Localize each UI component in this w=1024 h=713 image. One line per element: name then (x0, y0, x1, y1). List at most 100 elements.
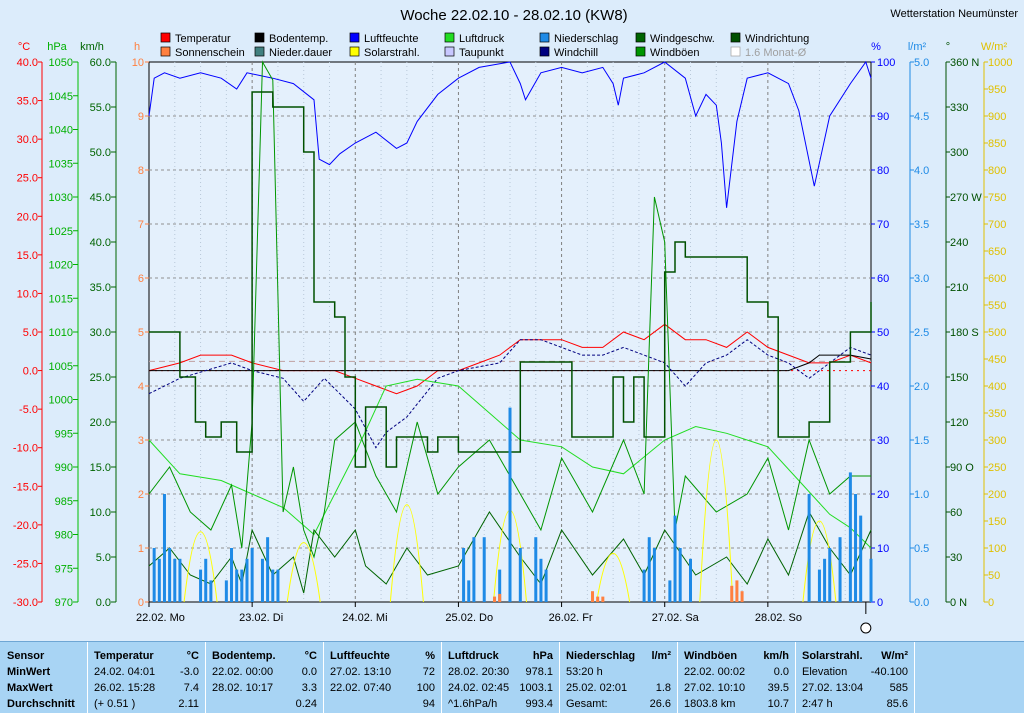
sonnenschein-bar (730, 585, 734, 602)
stats-cell-label: 24.02. 04:01 (94, 666, 156, 678)
niederschlag-bar (168, 548, 172, 602)
stats-cell-value: 0.0 (301, 666, 317, 678)
niederschlag-bar (230, 548, 234, 602)
niederschlag-bar (678, 548, 682, 602)
niederschlag-bar (817, 569, 821, 602)
axis-tick-label: 1050 (49, 57, 73, 69)
stats-column-unit: % (425, 650, 435, 662)
axis-tick-label: 360 N (950, 57, 979, 69)
station-name: Wetterstation Neumünster (890, 8, 1018, 20)
direction-axis-unit: ° (946, 41, 950, 53)
stats-column-bodentemp-: Bodentemp. °C 22.02. 00:00 0.0 28.02. 10:17 3… (206, 642, 324, 713)
axis-tick-label: 50.0 (90, 147, 111, 159)
stats-cell-value: 72 (422, 666, 435, 678)
stats-cell-value: 2.11 (178, 698, 199, 710)
niederschlag-bar (472, 537, 476, 602)
axis-tick-label: 350 (988, 408, 1006, 420)
legend-swatch (635, 46, 646, 57)
stats-cell-label: 25.02. 02:01 (566, 682, 628, 694)
legend-label: Luftdruck (459, 33, 505, 45)
axis-tick-label: 5.0 (23, 327, 38, 339)
legend-label: Solarstrahl. (364, 47, 420, 59)
x-tick-label: 27.02. Sa (652, 612, 700, 624)
axis-tick-label: 980 (55, 530, 73, 542)
niederschlag-bar (689, 558, 692, 602)
stats-column-unit: W/m² (881, 650, 908, 662)
stats-column-temperatur: Temperatur °C 24.02. 04:01 -3.0 26.02. 15:28… (88, 642, 206, 713)
axis-tick-label: 90 O (950, 462, 974, 474)
axis-tick-label: 2.0 (914, 381, 929, 393)
legend-swatch (539, 46, 550, 57)
stats-column-luftfeuchte: Luftfeuchte% 27.02. 13:10 72 22.02. 07:40 10… (324, 642, 442, 713)
axis-tick-label: 1005 (49, 361, 73, 373)
x-tick-label: 23.02. Di (239, 612, 283, 624)
niederschlag-bar (647, 537, 651, 602)
stats-column-title: Temperatur (94, 650, 154, 662)
niederschlag-bar (668, 580, 672, 602)
stats-cell-label: 22.02. 00:02 (684, 666, 746, 678)
axis-tick-label: 80 (877, 165, 889, 177)
solarstrahl--curve (699, 439, 734, 603)
axis-tick-label: 1 (138, 543, 144, 555)
niederschlag-bar (498, 569, 502, 602)
niederschlag-bar (482, 537, 486, 602)
stats-panel: Sensor MinWert MaxWert Durchschnitt Temp… (0, 641, 1024, 713)
stats-cell-label: 27.02. 13:10 (330, 666, 392, 678)
x-tick-label: 22.02. Mo (136, 612, 185, 624)
legend-label: Sonnenschein (175, 47, 245, 59)
axis-tick-label: 8 (138, 165, 144, 177)
axis-tick-label: 5 (138, 327, 144, 339)
niederschlag-bar (235, 569, 239, 602)
axis-tick-label: 1020 (49, 260, 73, 272)
niederschlag-bar (240, 569, 244, 602)
legend-swatch (730, 46, 741, 57)
axis-tick-label: 35.0 (90, 282, 111, 294)
niederschlag-bar (467, 580, 471, 602)
solarstrahl--curve (389, 504, 424, 603)
stats-cell-label: 22.02. 00:00 (212, 666, 274, 678)
hours-axis-unit: h (134, 41, 140, 53)
stats-column-niederschlag: Niederschlag l/m² 53:20 h 25.02. 02:01 1.8 Ge… (560, 642, 678, 713)
sonnenschein-bar (735, 580, 739, 602)
axis-tick-label: -20.0 (13, 520, 38, 532)
solar-axis-unit: W/m² (981, 41, 1008, 53)
axis-tick-label: 5.0 (914, 57, 929, 69)
durchschnitt-label: Durchschnitt (7, 698, 75, 710)
legend-label: Niederschlag (554, 33, 618, 45)
axis-tick-label: 20.0 (90, 417, 111, 429)
legend-swatch (444, 32, 455, 43)
axis-tick-label: -5.0 (19, 404, 38, 416)
axis-tick-label: 9 (138, 111, 144, 123)
axis-tick-label: 550 (988, 300, 1006, 312)
stats-column-luftdruck: Luftdruck hPa 28.02. 20:30 978.1 24.02. 02:4… (442, 642, 560, 713)
axis-tick-label: 750 (988, 192, 1006, 204)
niederschlag-bar (173, 558, 177, 602)
axis-tick-label: 50 (877, 327, 889, 339)
stats-column-unit: °C (186, 650, 199, 662)
sensor-header: Sensor (7, 650, 45, 662)
legend-swatch (254, 32, 265, 43)
stats-cell-label: 1803.8 km (684, 698, 736, 710)
chart-title: Woche 22.02.10 - 28.02.10 (KW8) (400, 7, 627, 24)
axis-tick-label: 990 (55, 462, 73, 474)
legend-label: Windböen (650, 47, 700, 59)
niederschlag-bar (848, 472, 852, 602)
axis-tick-label: 10 (877, 543, 889, 555)
axis-tick-label: 1000 (49, 395, 73, 407)
stats-cell-label: Elevation (802, 666, 848, 678)
axis-tick-label: 1045 (49, 91, 73, 103)
niederschlag-bar (642, 569, 646, 602)
niederschlag-bar (152, 548, 156, 602)
axis-tick-label: 0.0 (914, 597, 929, 609)
niederschlag-bar (266, 537, 270, 602)
niederschlag-bar (276, 569, 280, 602)
niederschlag-bar (162, 494, 166, 602)
stats-cell-value: 85.6 (886, 698, 908, 710)
axis-tick-label: 40.0 (90, 237, 111, 249)
stats-column-title: Solarstrahl. (802, 650, 863, 662)
stats-column-unit: hPa (532, 650, 553, 662)
stats-column-title: Luftfeuchte (330, 650, 390, 662)
legend-label: Windrichtung (745, 33, 809, 45)
sonnenschein-bar (591, 591, 595, 602)
stats-cell-value: 978.1 (525, 666, 553, 678)
